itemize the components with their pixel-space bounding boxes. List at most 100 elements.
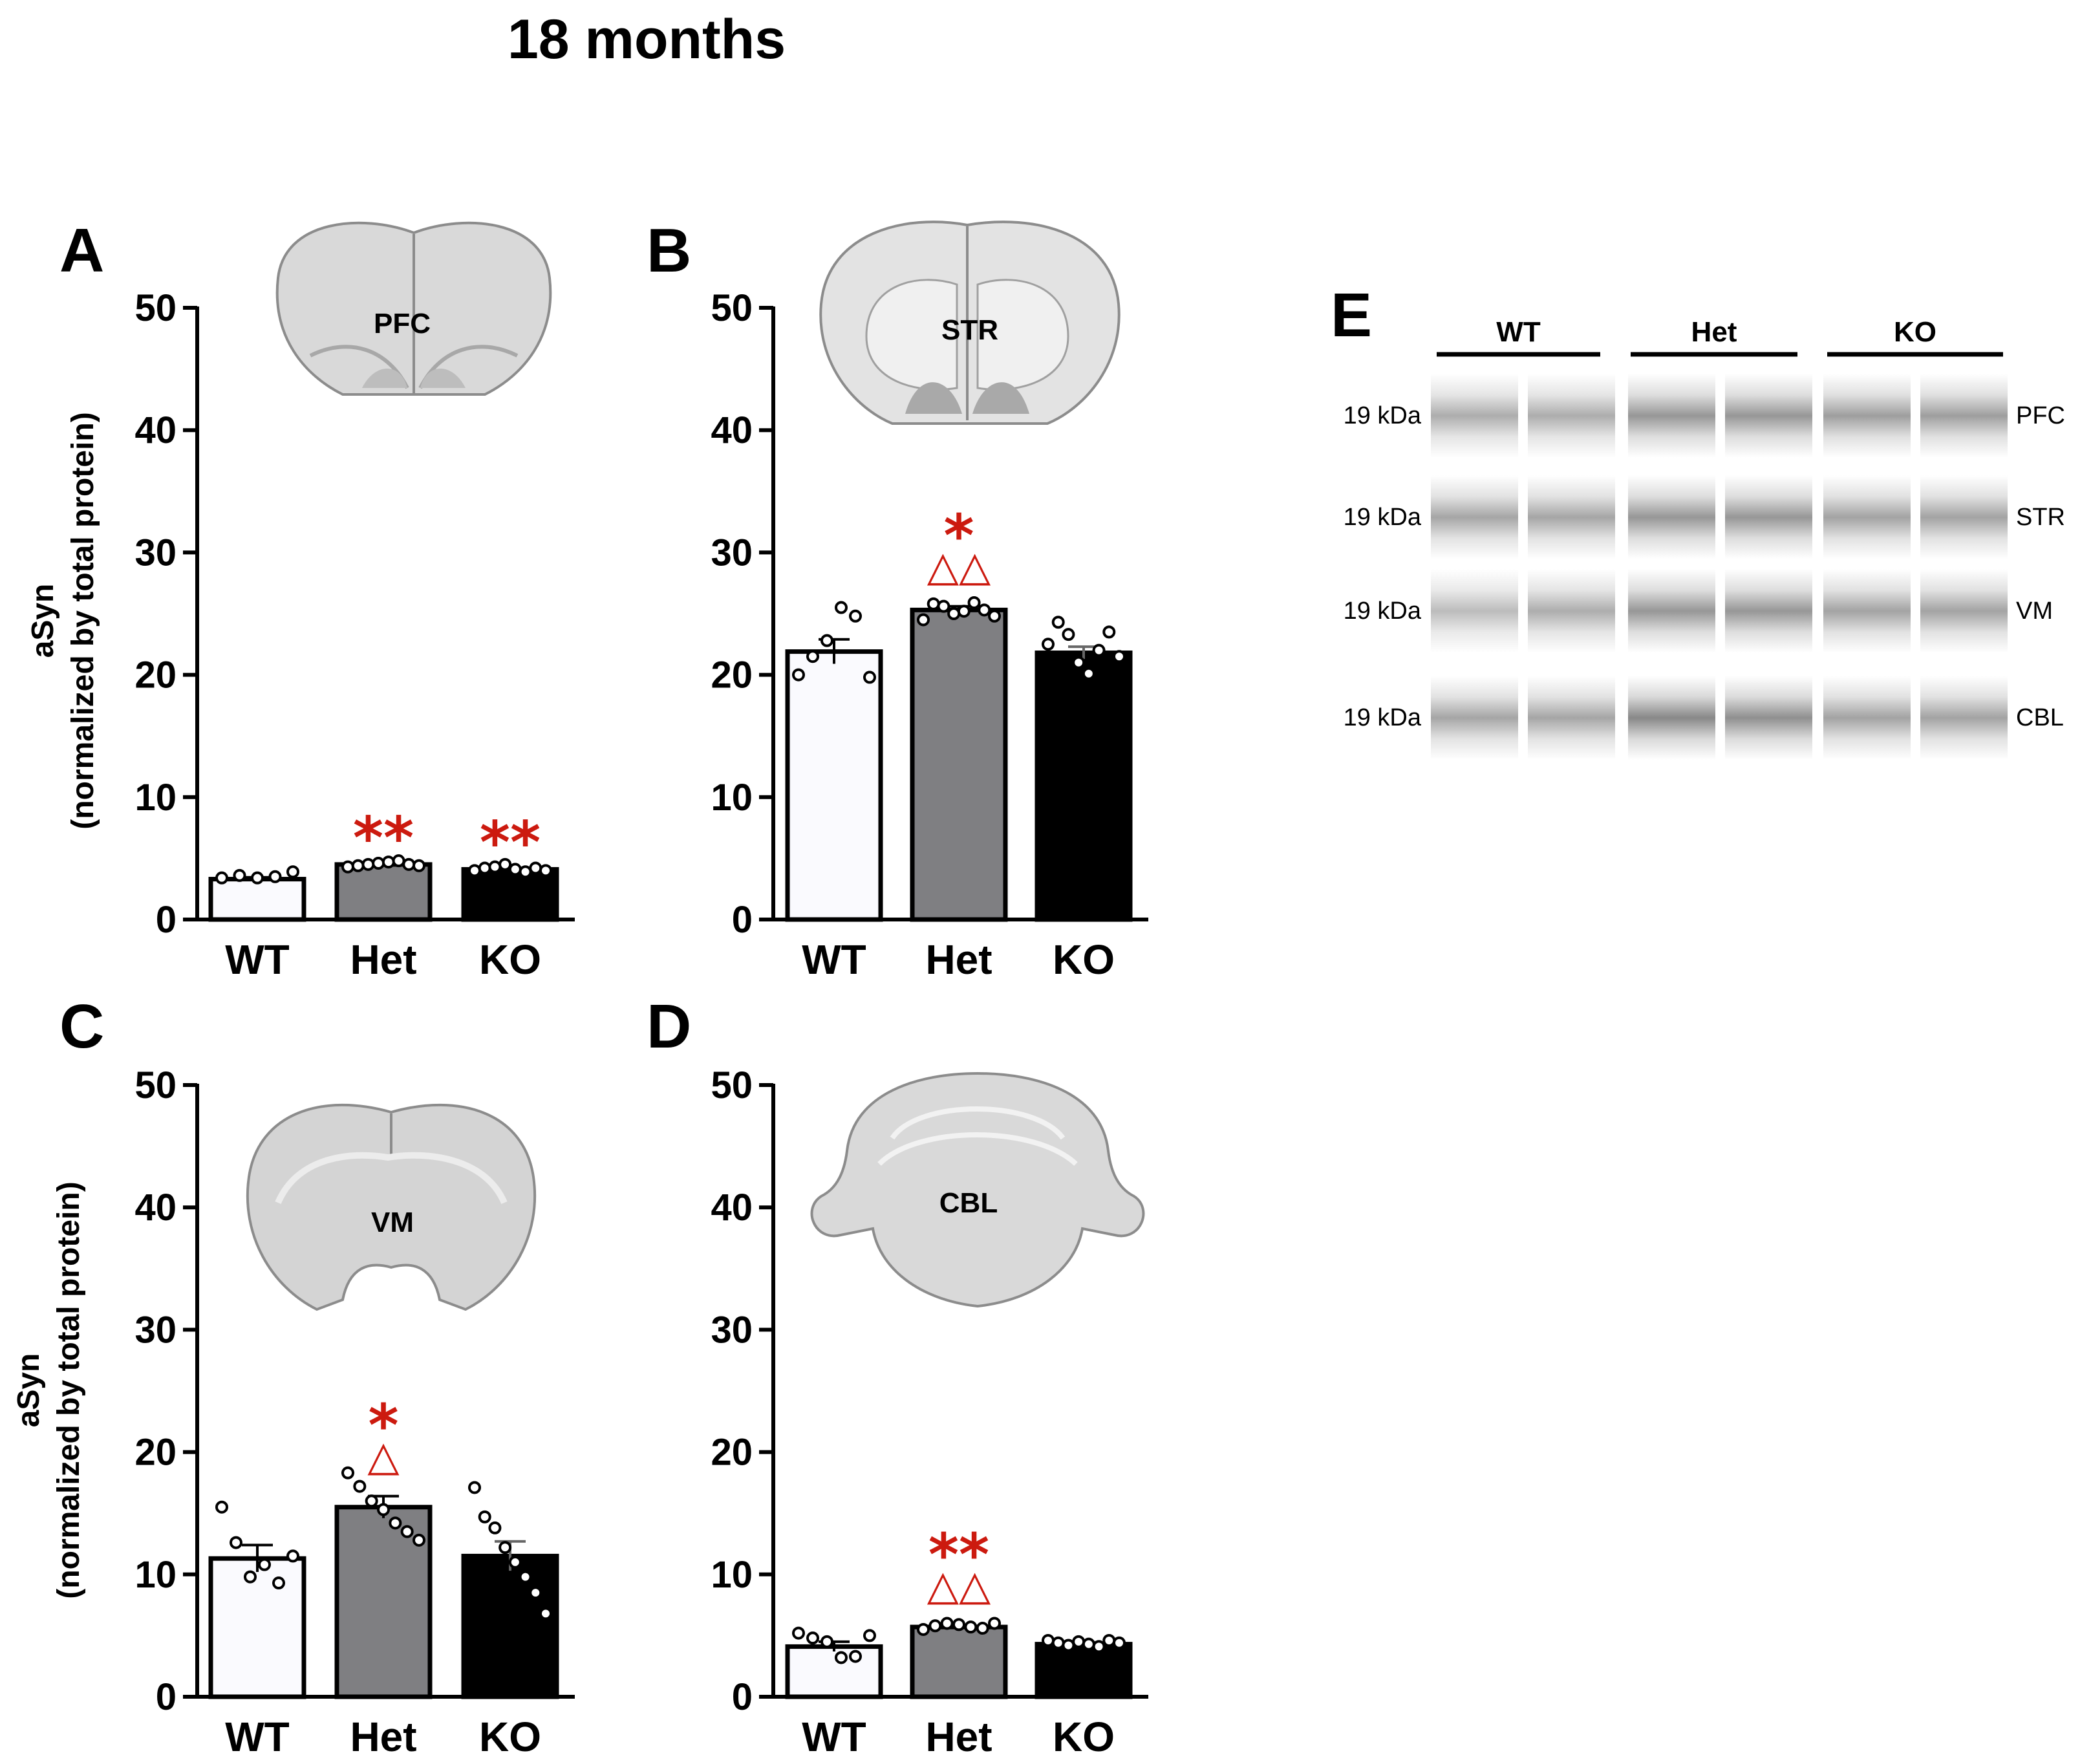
data-point [967,596,981,609]
figure-title: 18 months [508,8,786,70]
blot-band [1431,475,1518,559]
data-point [835,601,848,614]
panel-letter: E [1331,281,1372,350]
bar-wt [208,1556,306,1699]
data-point [1042,1633,1055,1647]
brain-illustration-str: STR [819,220,1121,425]
data-point [413,859,425,872]
data-point [849,1650,862,1663]
y-tick-label: 30 [711,1309,753,1351]
data-point [1102,625,1116,639]
panel-letter: C [59,992,104,1061]
data-point [286,1549,299,1563]
y-tick-label: 20 [134,1432,177,1474]
band-region-label: VM [2016,597,2053,625]
blot-band [1725,475,1812,559]
region-label: CBL [939,1187,998,1219]
y-tick-label: 30 [134,532,177,574]
data-point [806,650,819,663]
brain-illustration-vm: VM [246,1103,537,1311]
data-point [1072,1635,1086,1648]
data-point [988,1617,1001,1630]
panel-letter: B [647,216,691,285]
band-region-label: CBL [2016,704,2064,731]
blot-band [1528,475,1615,559]
brain-illustration-pfc: PFC [275,221,552,396]
data-point [1062,1639,1075,1652]
data-point [940,1617,954,1630]
y-label-line1: aSyn [12,1353,46,1428]
data-point [258,1558,271,1571]
x-tick-label: WT [802,1714,866,1760]
bar-het [910,607,1008,922]
data-point [976,1622,989,1635]
data-point [244,1570,257,1584]
band-size-label: 19 kDa [1344,402,1422,429]
y-tick-label: 50 [711,287,753,329]
data-point [806,1631,819,1645]
data-point [1082,1637,1095,1651]
data-point [499,1541,512,1554]
data-point [341,1466,354,1479]
blot-band [1823,569,1911,653]
data-point [988,609,1001,623]
y-tick-label: 0 [732,899,753,941]
data-point [539,864,552,877]
data-point [468,1481,481,1494]
bar-het [334,862,433,922]
y-tick-label: 20 [134,654,177,696]
x-tick-label: Het [925,936,992,983]
data-point [508,1555,522,1569]
data-point [957,605,970,618]
band-region-label: PFC [2016,402,2065,429]
y-tick-label: 10 [134,777,177,819]
data-point [917,613,930,627]
region-label: STR [941,314,998,346]
y-tick-label: 40 [711,409,753,451]
data-point [952,1618,965,1631]
panel-d: D CBL 0 10 20 30 40 50 WT Het KO △△** [647,992,1148,1760]
x-tick-label: Het [350,1714,416,1760]
y-tick-label: 0 [732,1676,753,1718]
y-tick-label: 50 [134,287,177,329]
bar-ko [1035,1642,1133,1699]
blot-band [1628,676,1715,760]
y-tick-label: 30 [134,1309,177,1351]
data-point [1051,616,1065,629]
x-tick-label: Het [925,1714,992,1760]
y-tick-label: 10 [711,777,753,819]
x-tick-label: Het [350,936,416,983]
bar-ko [1035,651,1133,922]
blot-band [1431,676,1518,760]
x-tick-label: KO [1053,936,1115,983]
data-point [978,603,991,617]
bar-wt [785,649,883,922]
significance-stars: * [943,502,974,570]
blot-band [1628,569,1715,653]
data-point [529,1586,542,1600]
y-tick-label: 0 [156,899,177,941]
bar-ko [461,866,559,922]
data-point [478,1510,491,1523]
y-tick-label: 0 [156,1676,177,1718]
y-tick-label: 50 [134,1064,177,1106]
x-tick-label: WT [225,936,290,983]
panel-b: B STR 0 10 20 30 40 50 WT Het KO △△* [647,216,1148,983]
blot-band [1528,374,1615,458]
bar-wt [785,1644,883,1699]
y-label-line2: (normalized by total protein) [66,412,100,829]
band-size-label: 19 kDa [1344,704,1422,731]
data-point [251,871,264,885]
data-point [835,1651,848,1664]
y-label-line1: aSyn [26,584,60,658]
bar-ko [461,1553,559,1699]
y-tick-label: 10 [711,1554,753,1596]
data-point [468,864,481,877]
x-tick-label: WT [225,1714,290,1760]
data-point [863,1629,876,1642]
band-region-label: STR [2016,504,2065,531]
data-point [377,1503,390,1516]
data-point [1062,628,1075,641]
blot-band [1920,475,2008,559]
panel-c: C VM 0 10 20 30 40 50 WT Het KO △* [59,992,575,1760]
